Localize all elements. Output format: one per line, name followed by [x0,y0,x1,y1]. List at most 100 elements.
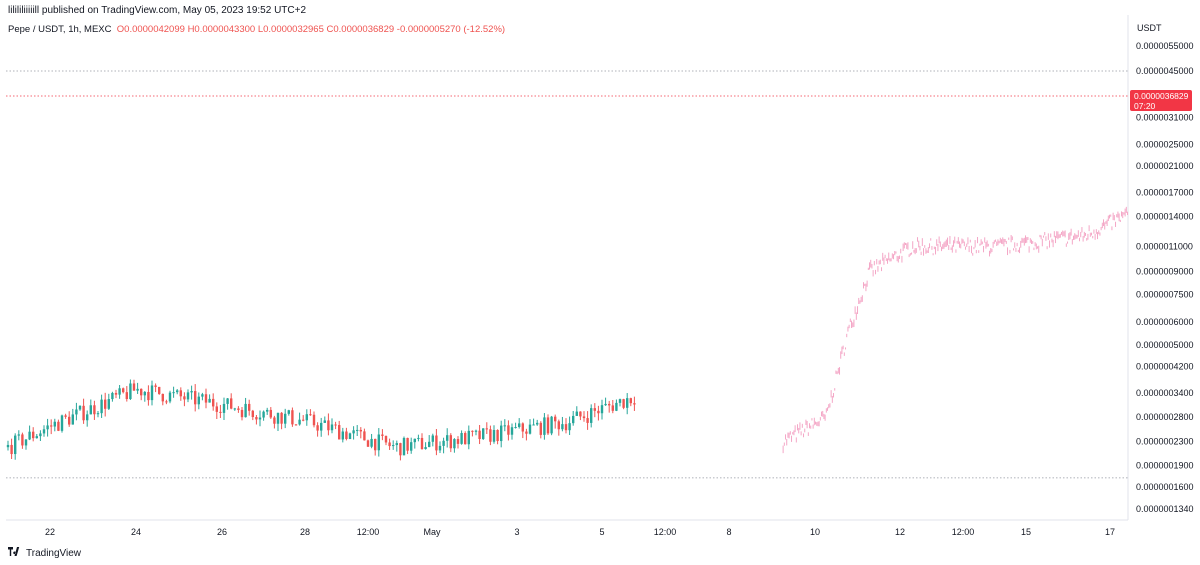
candle-body [564,424,568,431]
candle-body [431,435,434,442]
footer-brand[interactable]: TradingView [8,547,81,559]
candle-body [53,421,56,427]
candle-body [338,425,341,440]
candle-body [392,445,395,447]
candle-body [438,445,442,451]
candle-body [464,433,467,445]
candle-body [395,443,398,446]
y-tick-label: 0.0000021000 [1136,161,1194,171]
candle-body [60,415,64,431]
candle-body [93,405,96,415]
candle-body [474,430,478,432]
candle-body [384,435,388,443]
candle-body [251,410,254,418]
candle-body [539,422,542,435]
candle-body [64,415,67,417]
candle-body [424,447,427,450]
candle-body [42,429,46,434]
countdown-value: 07:20 [1134,101,1156,111]
candle-body [71,414,74,425]
candle-body [215,406,218,412]
x-tick-label: 28 [300,527,310,537]
candle-body [496,430,499,442]
candle-body [417,437,420,439]
y-tick-label: 0.0000014000 [1136,212,1194,222]
candle-body [528,424,532,434]
candle-body [356,429,359,431]
candle-body [446,435,449,441]
candle-body [258,417,262,420]
y-tick-label: 0.0000005000 [1136,340,1194,350]
y-tick-label: 0.0000031000 [1136,112,1194,122]
candle-body [557,421,560,430]
candle-body [32,431,35,439]
candle-body [104,399,107,409]
candle-body [568,423,571,431]
axis-unit: USDT [1137,23,1162,33]
candle-body [266,409,269,412]
candle-body [345,431,348,439]
candle-body [500,425,503,442]
candle-body [89,405,92,415]
candle-body [17,434,20,436]
candle-body [255,417,258,420]
candle-body [35,436,38,439]
candle-body [240,409,244,418]
candle-body [212,398,215,407]
candle-body [6,444,10,448]
candle-body [554,416,557,422]
candle-body [136,388,139,391]
symbol-label[interactable]: Pepe / USDT, 1h, MEXC [8,24,112,35]
candle-body [510,427,514,435]
candle-body [291,410,294,425]
candle-body [629,398,632,404]
candle-body [10,444,13,455]
candle-body [147,391,150,401]
y-tick-label: 0.0000006000 [1136,317,1194,327]
candle-body [600,405,604,414]
candle-body [179,390,182,397]
candle-body [244,403,247,418]
candle-body [57,421,60,431]
candle-body [579,411,582,417]
candle-body [399,443,402,456]
candle-body [330,424,334,431]
candle-body [388,442,391,447]
candle-body [118,388,121,395]
candle-body [352,430,355,434]
x-tick-label: 12 [895,527,905,537]
candle-body [201,394,204,397]
candle-body [622,399,625,408]
candle-body [492,430,496,442]
candle-body [377,434,380,451]
candle-body [122,388,125,393]
candle-body [129,383,132,400]
candle-body [456,439,460,444]
candle-body [172,392,175,394]
candle-body [406,437,409,451]
candle-body [363,431,366,441]
candle-body [132,383,136,391]
y-tick-label: 0.0000055000 [1136,41,1194,51]
candle-body [611,405,614,411]
publish-header: lilililiiiiill published on TradingView.… [8,5,307,16]
candle-body [413,438,416,443]
last-price-tag: 0.0000036829 07:20 [1130,90,1192,111]
candle-body [24,439,28,446]
y-tick-label: 0.0000001900 [1136,460,1194,470]
candle-body [449,435,452,449]
candle-body [190,391,193,393]
candle-body [546,417,550,434]
x-tick-label: 17 [1105,527,1115,537]
candle-body [194,391,197,405]
x-tick-label: 15 [1021,527,1031,537]
candle-body [219,411,222,413]
candle-body [284,413,287,424]
candle-body [316,425,319,431]
candle-body [248,403,251,411]
candle-body [154,385,157,387]
candle-body [374,438,377,451]
candle-body [442,440,445,446]
close-value: C0.0000036829 [326,24,395,35]
